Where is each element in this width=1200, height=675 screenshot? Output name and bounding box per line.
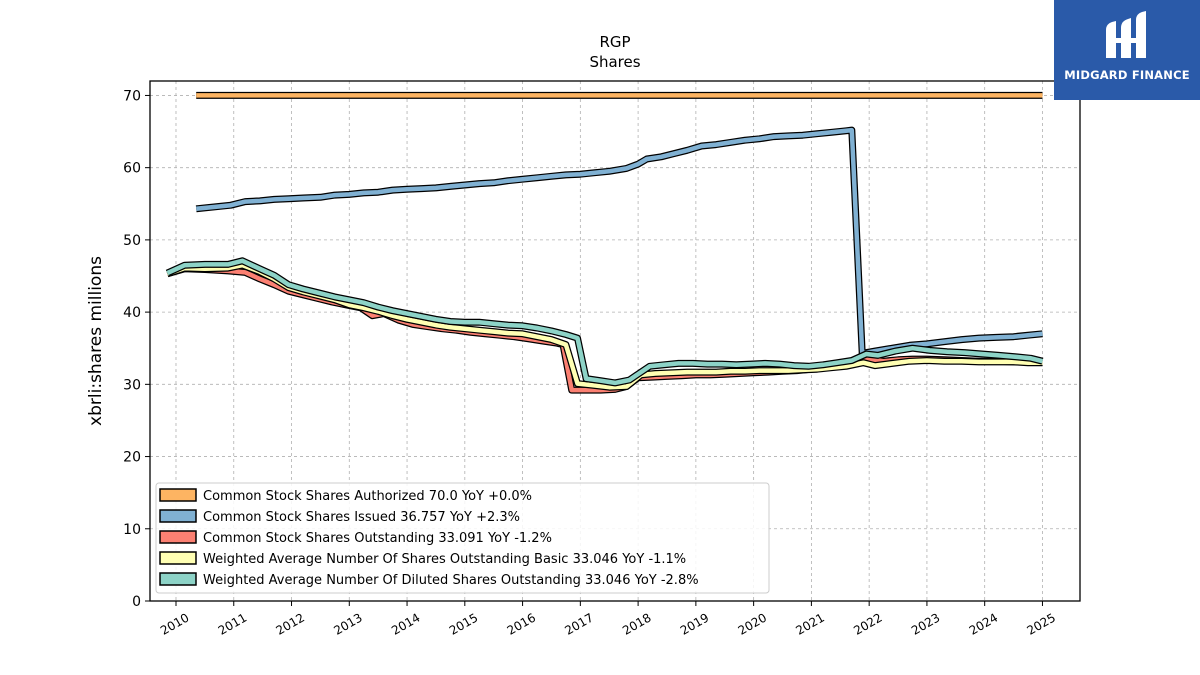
x-tick-label: 2016 — [505, 610, 538, 637]
legend-swatch — [159, 488, 197, 502]
x-tick-label: 2022 — [851, 610, 884, 637]
x-tick-label: 2010 — [158, 610, 191, 637]
series-layer — [165, 91, 1044, 394]
x-tick-label: 2020 — [736, 610, 769, 637]
legend-label: Common Stock Shares Outstanding 33.091 Y… — [203, 531, 552, 546]
midgard-logo-icon — [1106, 11, 1146, 58]
x-tick-label: 2021 — [793, 610, 826, 637]
x-tick-label: 2018 — [620, 610, 653, 637]
series-line-outline — [195, 126, 1043, 357]
x-tick-label: 2019 — [678, 610, 711, 637]
legend: Common Stock Shares Authorized 70.0 YoY … — [155, 482, 770, 594]
legend-swatch — [159, 551, 197, 565]
x-tick-label: 2012 — [274, 610, 307, 637]
series-line — [195, 127, 1043, 356]
y-axis: 0 10 20 30 40 50 60 70 — [123, 88, 150, 610]
x-tick-label: 2015 — [447, 610, 480, 637]
series-1 — [195, 126, 1043, 357]
x-tick-label: 2025 — [1024, 610, 1057, 637]
y-tick-label: 70 — [123, 88, 141, 104]
legend-label: Weighted Average Number Of Shares Outsta… — [203, 552, 686, 567]
legend-swatch — [159, 572, 197, 586]
y-tick-label: 40 — [123, 305, 141, 321]
y-axis-label: xbrli:shares millions — [86, 256, 106, 426]
series-line-outline — [166, 261, 1043, 391]
x-tick-label: 2011 — [216, 610, 249, 637]
x-tick-label: 2017 — [562, 610, 595, 637]
series-line — [166, 262, 1043, 390]
series-3 — [166, 261, 1043, 391]
x-tick-label: 2024 — [967, 610, 1000, 637]
series-4 — [165, 257, 1044, 387]
legend-swatch — [159, 530, 197, 544]
legend-label: Weighted Average Number Of Diluted Share… — [203, 573, 699, 588]
y-tick-label: 50 — [123, 233, 141, 249]
y-tick-label: 60 — [123, 161, 141, 177]
x-tick-label: 2023 — [909, 610, 942, 637]
legend-label: Common Stock Shares Issued 36.757 YoY +2… — [203, 510, 520, 525]
y-tick-label: 0 — [132, 594, 141, 610]
brand-logo: MIDGARD FINANCE — [1054, 0, 1200, 100]
series-line — [166, 258, 1044, 386]
y-tick-label: 20 — [123, 450, 141, 466]
x-tick-label: 2014 — [389, 610, 422, 637]
y-tick-label: 30 — [123, 377, 141, 393]
y-tick-label: 10 — [123, 522, 141, 538]
chart-title: RGP — [599, 33, 630, 51]
chart-subtitle: Shares — [589, 53, 640, 71]
x-axis: 2010 2011 2012 2013 2014 2015 2016 2017 2018 2019… — [158, 601, 1058, 638]
x-tick-label: 2013 — [331, 610, 364, 637]
legend-box — [155, 482, 770, 594]
legend-label: Common Stock Shares Authorized 70.0 YoY … — [203, 489, 532, 504]
plot-frame — [149, 80, 1081, 602]
legend-swatch — [159, 509, 197, 523]
brand-name: MIDGARD FINANCE — [1064, 68, 1190, 82]
